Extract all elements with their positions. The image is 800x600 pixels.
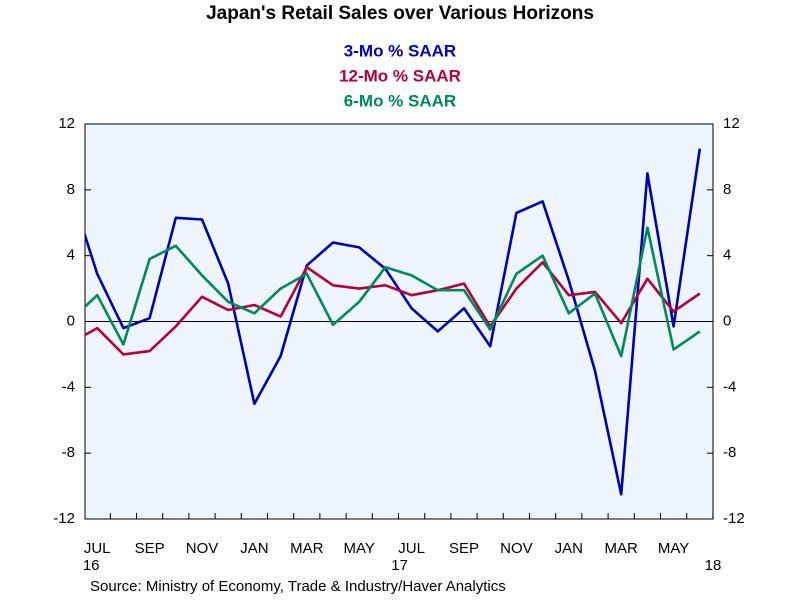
x-tick-label: SEP <box>449 540 479 557</box>
series-line <box>85 226 701 358</box>
y-tick-label: -8 <box>62 444 75 461</box>
y-tick-label: 8 <box>67 181 75 198</box>
legend-entry: 12-Mo % SAAR <box>339 66 461 85</box>
x-tick-label: NOV <box>500 540 533 557</box>
year-label: 16 <box>83 557 100 574</box>
y-tick-label: 12 <box>58 115 75 132</box>
x-tick-label: MAY <box>343 540 374 557</box>
legend-entry: 6-Mo % SAAR <box>344 91 456 110</box>
x-tick-label: MAR <box>290 540 324 557</box>
y2-tick-label: 4 <box>723 247 731 264</box>
legend-entry: 3-Mo % SAAR <box>344 41 456 60</box>
x-tick-label: NOV <box>186 540 219 557</box>
x-tick-label: MAY <box>658 540 689 557</box>
y-tick-label: -4 <box>62 378 75 395</box>
y-tick-label: 0 <box>67 312 75 329</box>
y-tick-label: 4 <box>67 247 75 264</box>
y2-tick-label: -4 <box>723 378 736 395</box>
y2-tick-label: 8 <box>723 181 731 198</box>
year-label: 17 <box>391 557 408 574</box>
y2-tick-label: -12 <box>723 510 745 527</box>
series-line <box>85 261 701 356</box>
chart-title: Japan's Retail Sales over Various Horizo… <box>206 3 594 24</box>
x-tick-label: JUL <box>398 540 425 557</box>
y2-tick-label: -8 <box>723 444 736 461</box>
y-tick-label: -12 <box>53 510 75 527</box>
x-tick-label: MAR <box>605 540 639 557</box>
y2-tick-label: 0 <box>723 312 731 329</box>
y2-tick-label: 12 <box>723 115 740 132</box>
x-tick-label: JAN <box>240 540 268 557</box>
source: Source: Ministry of Economy, Trade & Ind… <box>90 578 506 595</box>
x-tick-label: SEP <box>135 540 165 557</box>
year-label: 18 <box>705 557 722 574</box>
x-tick-label: JUL <box>84 540 111 557</box>
x-tick-label: JAN <box>555 540 583 557</box>
